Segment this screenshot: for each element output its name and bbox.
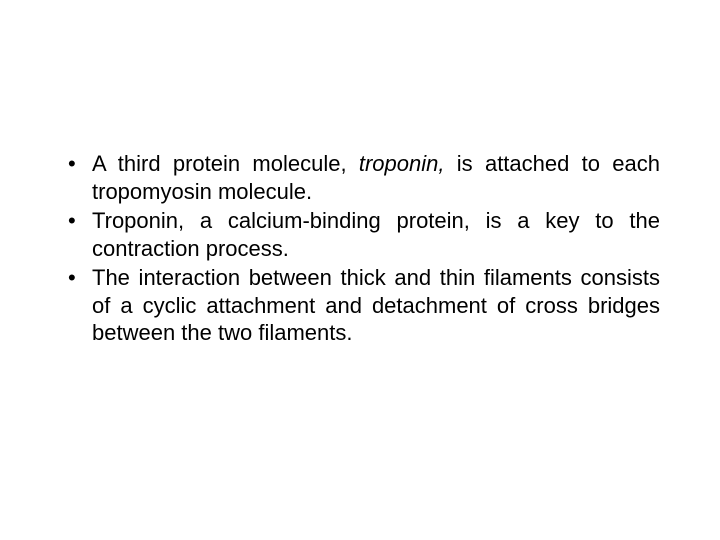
list-item: A third protein molecule, troponin, is a…	[60, 150, 660, 205]
bullet-text-em: troponin,	[359, 151, 445, 176]
list-item: The interaction between thick and thin f…	[60, 264, 660, 347]
bullet-text: Troponin, a calcium-binding protein, is …	[92, 208, 660, 261]
list-item: Troponin, a calcium-binding protein, is …	[60, 207, 660, 262]
bullet-text: The interaction between thick and thin f…	[92, 265, 660, 345]
bullet-list: A third protein molecule, troponin, is a…	[60, 150, 660, 347]
slide: A third protein molecule, troponin, is a…	[0, 0, 720, 540]
bullet-text-pre: A third protein molecule,	[92, 151, 359, 176]
